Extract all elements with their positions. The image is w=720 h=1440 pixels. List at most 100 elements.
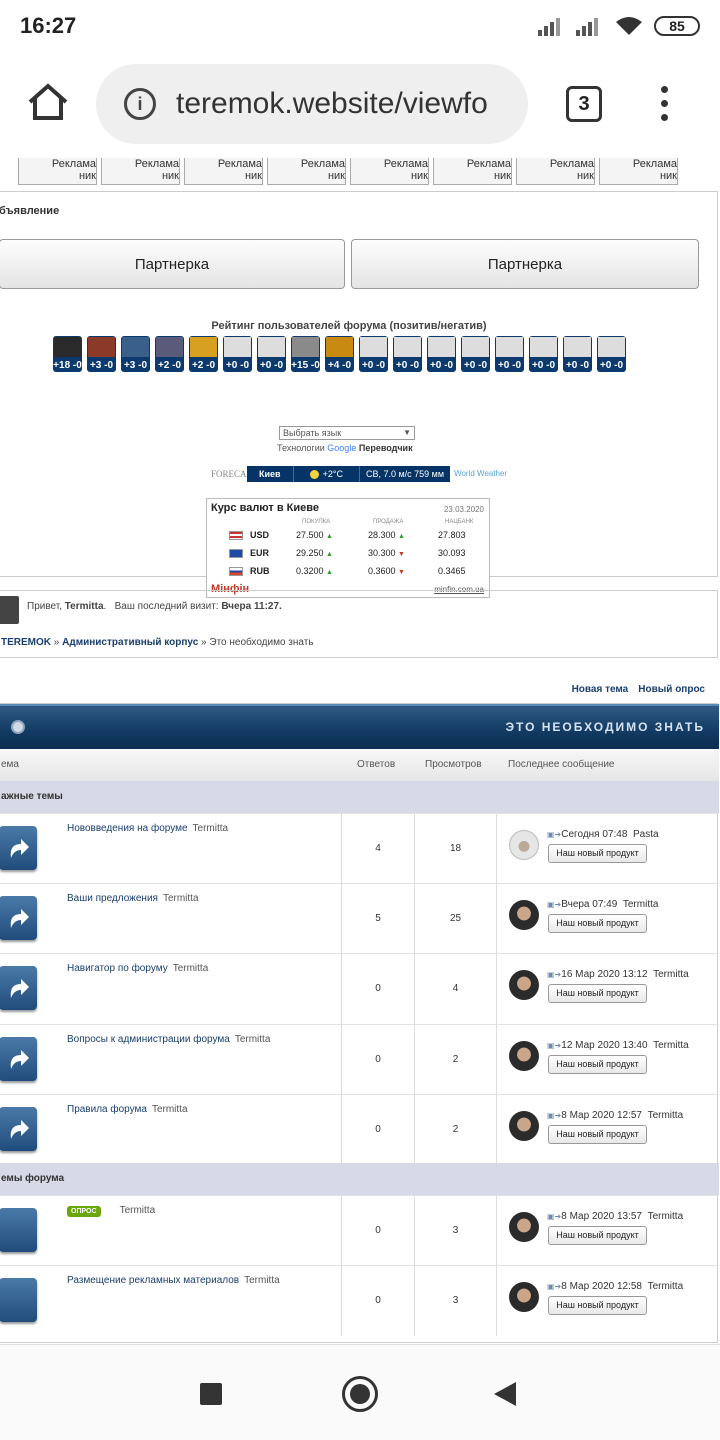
topic-title-link[interactable]: Вопросы к администрации форума [67,1034,230,1045]
rating-avatar[interactable]: +0 -0 [223,336,252,372]
topic-author-link[interactable]: Termitta [244,1275,280,1286]
topic-title-link[interactable]: Ваши предложения [67,893,158,904]
avatar[interactable] [0,596,19,624]
goto-last-post-icon[interactable]: ▣➔ [547,1111,562,1120]
rating-avatar[interactable]: +2 -0 [155,336,184,372]
last-post-user[interactable]: Termitta [653,1040,689,1051]
table-row[interactable]: Ваши предложения Termitta 5 25 ▣➔Вчера 07:49… [0,883,719,954]
rating-avatar[interactable]: +3 -0 [87,336,116,372]
rating-avatar[interactable]: +0 -0 [257,336,286,372]
avatar[interactable] [509,830,539,860]
product-button[interactable]: Наш новый продукт [548,1125,647,1144]
product-button[interactable]: Наш новый продукт [548,1296,647,1315]
table-row[interactable]: Нововведения на форуме Termitta 4 18 ▣➔Сегод… [0,813,719,884]
tab-switcher-button[interactable]: 3 [566,86,602,122]
ad-slot[interactable]: Реклама ник [18,158,97,185]
last-post-time[interactable]: 12 Мар 2020 13:40 [561,1040,648,1051]
rating-avatar[interactable]: +4 -0 [325,336,354,372]
ad-slot[interactable]: Реклама ник [184,158,263,185]
last-post-time[interactable]: 16 Мар 2020 13:12 [561,969,648,980]
ad-slot[interactable]: Реклама ник [267,158,346,185]
table-row[interactable]: Размещение рекламных материалов Termitta 0… [0,1265,719,1336]
user-avatar-image [598,337,625,357]
rating-avatar[interactable]: +3 -0 [121,336,150,372]
avatar[interactable] [509,1111,539,1141]
rating-avatar[interactable]: +0 -0 [461,336,490,372]
ad-slot[interactable]: Реклама ник [101,158,180,185]
ad-slot[interactable]: Реклама ник [350,158,429,185]
collapse-icon[interactable] [11,720,25,734]
topic-title-link[interactable]: Размещение рекламных материалов [67,1275,240,1286]
avatar[interactable] [509,1041,539,1071]
topic-title-link[interactable]: Нововведения на форуме [67,823,188,834]
back-icon[interactable] [494,1382,516,1406]
partner-button-left[interactable]: Партнерка [0,239,345,289]
table-row[interactable]: Вопросы к администрации форума Termitta 0 2… [0,1024,719,1095]
ad-slot[interactable]: Реклама ник [433,158,512,185]
table-row[interactable]: Навигатор по форуму Termitta 0 4 ▣➔16 Мар 20… [0,953,719,1024]
recents-icon[interactable] [200,1383,222,1405]
address-bar[interactable]: i teremok.website/viewfo [96,64,528,144]
last-post-user[interactable]: Termitta [653,969,689,980]
last-post-user[interactable]: Termitta [647,1281,684,1292]
rating-avatar[interactable]: +0 -0 [563,336,592,372]
last-post-user[interactable]: Termitta [622,899,659,910]
topic-author-link[interactable]: Termitta [119,1205,156,1216]
last-post-user[interactable]: Termitta [647,1211,684,1222]
last-post-time[interactable]: 8 Мар 2020 13:57 [561,1211,642,1222]
rating-avatar[interactable]: +15 -0 [291,336,320,372]
topic-title-link[interactable]: Правила форума [67,1104,147,1115]
new-topic-link[interactable]: Новая тема [571,684,629,695]
url-text[interactable]: teremok.website/viewfo [176,87,488,120]
topic-author-link[interactable]: Termitta [234,1034,271,1045]
product-button[interactable]: Наш новый продукт [548,914,647,933]
last-post-time[interactable]: 8 Мар 2020 12:58 [561,1281,642,1292]
new-poll-link[interactable]: Новый опрос [638,684,705,695]
avatar[interactable] [509,1212,539,1242]
rating-avatar[interactable]: +0 -0 [495,336,524,372]
home-icon[interactable] [26,82,70,122]
goto-last-post-icon[interactable]: ▣➔ [547,830,562,839]
ad-slot[interactable]: Реклама ник [599,158,678,185]
product-button[interactable]: Наш новый продукт [548,1226,647,1245]
goto-last-post-icon[interactable]: ▣➔ [547,1282,562,1291]
goto-last-post-icon[interactable]: ▣➔ [547,1041,562,1050]
last-post-time[interactable]: Вчера 07:49 [561,899,618,910]
last-post-time[interactable]: 8 Мар 2020 12:57 [561,1110,642,1121]
topic-author-link[interactable]: Termitta [192,823,229,834]
topic-author-link[interactable]: Termitta [172,963,209,974]
last-post-time[interactable]: Сегодня 07:48 [561,829,628,840]
goto-last-post-icon[interactable]: ▣➔ [547,970,562,979]
rating-avatar[interactable]: +0 -0 [393,336,422,372]
table-row[interactable]: ОПРОС Termitta 0 3 ▣➔8 Мар 2020 13:57 Termit… [0,1195,719,1266]
topic-author-link[interactable]: Termitta [162,893,199,904]
overflow-menu-icon[interactable] [658,86,670,121]
product-button[interactable]: Наш новый продукт [548,984,647,1003]
table-row[interactable]: Правила форума Termitta 0 2 ▣➔8 Мар 2020 12:… [0,1094,719,1165]
rating-avatar[interactable]: +0 -0 [359,336,388,372]
rating-avatar[interactable]: +0 -0 [597,336,626,372]
partner-button-right[interactable]: Партнерка [351,239,699,289]
topic-author-link[interactable]: Termitta [151,1104,188,1115]
info-icon[interactable]: i [124,88,156,120]
product-button[interactable]: Наш новый продукт [548,844,647,863]
rating-avatar[interactable]: +2 -0 [189,336,218,372]
goto-last-post-icon[interactable]: ▣➔ [547,1212,562,1221]
last-post-user[interactable]: Pasta [632,829,659,840]
product-button[interactable]: Наш новый продукт [548,1055,647,1074]
goto-last-post-icon[interactable]: ▣➔ [547,900,562,909]
home-circle-icon[interactable] [342,1376,378,1412]
avatar[interactable] [509,900,539,930]
rating-avatar[interactable]: +18 -0 [53,336,82,372]
minfin-link[interactable]: minfin.com.ua [434,585,484,594]
last-post-user[interactable]: Termitta [647,1110,684,1121]
rating-avatar[interactable]: +0 -0 [427,336,456,372]
avatar[interactable] [509,970,539,1000]
topic-title-link[interactable]: Навигатор по форуму [67,963,168,974]
weather-widget[interactable]: FORECA Киев +2°C СВ, 7.0 м/с 759 мм Worl… [211,466,507,483]
minfin-logo[interactable]: Мінфін [211,583,250,595]
language-select[interactable]: Выбрать язык ▼ [279,426,415,440]
avatar[interactable] [509,1282,539,1312]
ad-slot[interactable]: Реклама ник [516,158,595,185]
rating-avatar[interactable]: +0 -0 [529,336,558,372]
